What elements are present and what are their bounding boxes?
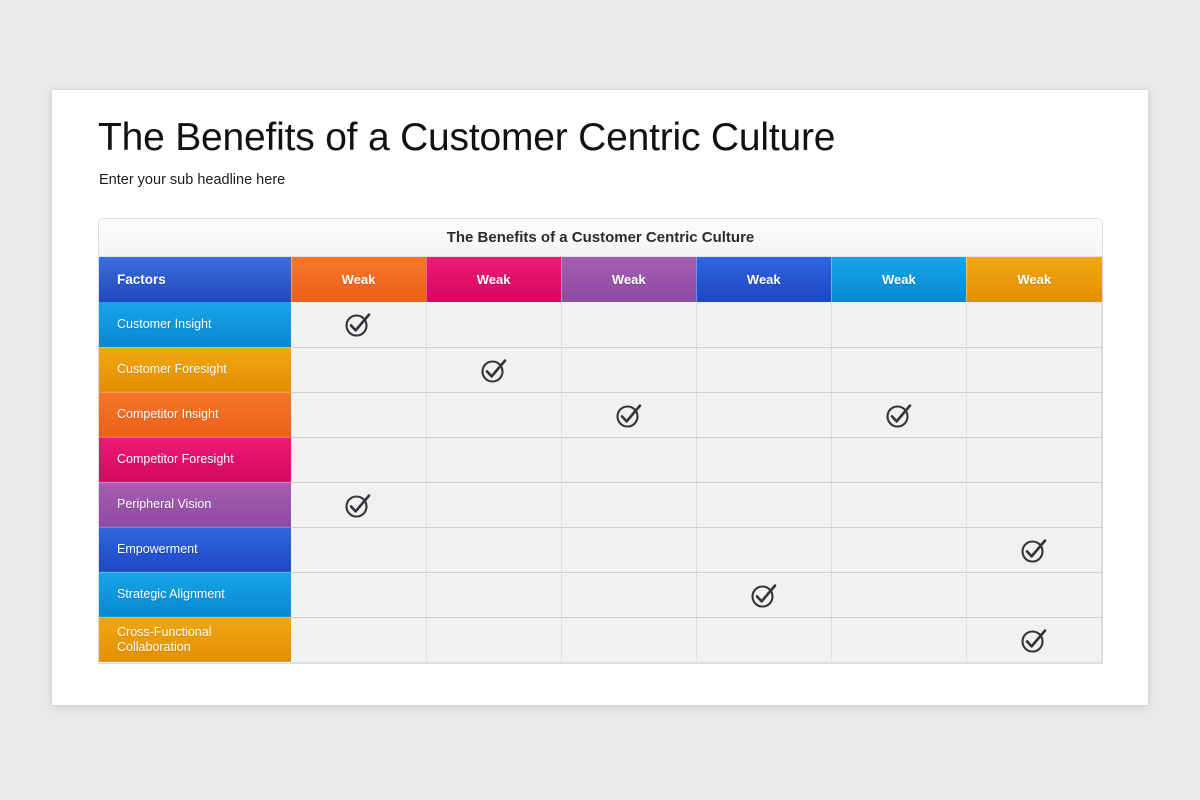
slide-card: The Benefits of a Customer Centric Cultu… (52, 90, 1148, 705)
table-header: Factors Weak Weak Weak Weak Weak Weak (99, 257, 1102, 302)
page-title: The Benefits of a Customer Centric Cultu… (98, 116, 836, 159)
cell-r5-c2[interactable] (426, 482, 562, 528)
cell-r6-c4[interactable] (696, 527, 832, 573)
table-row: Empowerment (99, 527, 1102, 573)
cell-r5-c5[interactable] (831, 482, 967, 528)
check-circle-icon[interactable] (343, 309, 373, 339)
cell-r8-c1[interactable] (291, 617, 427, 663)
column-header-4[interactable]: Weak (696, 257, 832, 302)
cell-r4-c6[interactable] (966, 437, 1102, 483)
cell-r4-c4[interactable] (696, 437, 832, 483)
cell-r8-c3[interactable] (561, 617, 697, 663)
row-label-7[interactable]: Strategic Alignment (99, 572, 291, 618)
cell-r5-c6[interactable] (966, 482, 1102, 528)
cell-r6-c3[interactable] (561, 527, 697, 573)
cell-r7-c1[interactable] (291, 572, 427, 618)
table-body: Customer Insight Customer Foresight Compet… (99, 302, 1102, 663)
cell-r3-c6[interactable] (966, 392, 1102, 438)
table-row: Competitor Foresight (99, 437, 1102, 483)
cell-r3-c4[interactable] (696, 392, 832, 438)
cell-r6-c2[interactable] (426, 527, 562, 573)
cell-r8-c4[interactable] (696, 617, 832, 663)
cell-r7-c2[interactable] (426, 572, 562, 618)
table-row: Strategic Alignment (99, 572, 1102, 618)
row-label-3[interactable]: Competitor Insight (99, 392, 291, 438)
cell-r6-c1[interactable] (291, 527, 427, 573)
cell-r7-c5[interactable] (831, 572, 967, 618)
cell-r4-c5[interactable] (831, 437, 967, 483)
check-circle-icon[interactable] (1019, 625, 1049, 655)
column-header-1[interactable]: Weak (291, 257, 427, 302)
cell-r7-c4[interactable] (696, 572, 832, 618)
cell-r2-c4[interactable] (696, 347, 832, 393)
row-label-2[interactable]: Customer Foresight (99, 347, 291, 393)
cell-r1-c6[interactable] (966, 302, 1102, 348)
cell-r7-c3[interactable] (561, 572, 697, 618)
cell-r1-c5[interactable] (831, 302, 967, 348)
cell-r2-c1[interactable] (291, 347, 427, 393)
cell-r2-c5[interactable] (831, 347, 967, 393)
column-header-5[interactable]: Weak (831, 257, 967, 302)
cell-r7-c6[interactable] (966, 572, 1102, 618)
cell-r3-c2[interactable] (426, 392, 562, 438)
cell-r3-c1[interactable] (291, 392, 427, 438)
check-circle-icon[interactable] (479, 355, 509, 385)
table-row: Customer Foresight (99, 347, 1102, 393)
column-header-3[interactable]: Weak (561, 257, 697, 302)
table-row: Peripheral Vision (99, 482, 1102, 528)
cell-r3-c5[interactable] (831, 392, 967, 438)
cell-r2-c2[interactable] (426, 347, 562, 393)
row-label-6[interactable]: Empowerment (99, 527, 291, 573)
table-row: Competitor Insight (99, 392, 1102, 438)
cell-r4-c3[interactable] (561, 437, 697, 483)
check-circle-icon[interactable] (614, 400, 644, 430)
row-label-8[interactable]: Cross-Functional Collaboration (99, 617, 291, 662)
cell-r6-c6[interactable] (966, 527, 1102, 573)
column-header-2[interactable]: Weak (426, 257, 562, 302)
cell-r3-c3[interactable] (561, 392, 697, 438)
row-label-4[interactable]: Competitor Foresight (99, 437, 291, 483)
column-header-factors[interactable]: Factors (99, 257, 292, 302)
table-caption: The Benefits of a Customer Centric Cultu… (99, 219, 1102, 257)
row-label-1[interactable]: Customer Insight (99, 302, 291, 348)
cell-r1-c4[interactable] (696, 302, 832, 348)
column-header-6[interactable]: Weak (966, 257, 1102, 302)
cell-r5-c1[interactable] (291, 482, 427, 528)
check-circle-icon[interactable] (1019, 535, 1049, 565)
cell-r2-c3[interactable] (561, 347, 697, 393)
table-header-row: Factors Weak Weak Weak Weak Weak Weak (99, 257, 1102, 302)
cell-r6-c5[interactable] (831, 527, 967, 573)
cell-r8-c6[interactable] (966, 617, 1102, 663)
cell-r1-c3[interactable] (561, 302, 697, 348)
benefits-table: Factors Weak Weak Weak Weak Weak Weak Customer… (99, 257, 1102, 663)
cell-r1-c1[interactable] (291, 302, 427, 348)
table-row: Cross-Functional Collaboration (99, 617, 1102, 663)
cell-r4-c2[interactable] (426, 437, 562, 483)
check-circle-icon[interactable] (749, 580, 779, 610)
table-row: Customer Insight (99, 302, 1102, 348)
page-subtitle: Enter your sub headline here (99, 172, 286, 188)
cell-r4-c1[interactable] (291, 437, 427, 483)
cell-r5-c3[interactable] (561, 482, 697, 528)
benefits-table-container: The Benefits of a Customer Centric Cultu… (98, 218, 1103, 664)
check-circle-icon[interactable] (343, 490, 373, 520)
cell-r5-c4[interactable] (696, 482, 832, 528)
cell-r8-c5[interactable] (831, 617, 967, 663)
check-circle-icon[interactable] (884, 400, 914, 430)
cell-r8-c2[interactable] (426, 617, 562, 663)
cell-r1-c2[interactable] (426, 302, 562, 348)
cell-r2-c6[interactable] (966, 347, 1102, 393)
row-label-5[interactable]: Peripheral Vision (99, 482, 291, 528)
